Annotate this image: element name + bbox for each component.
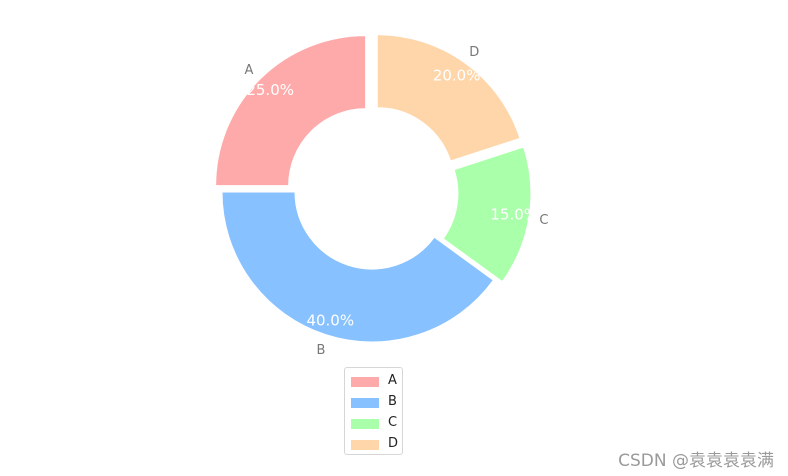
category-label-d: D bbox=[469, 45, 479, 60]
wedge-a bbox=[215, 35, 367, 187]
category-label-group: A B C D bbox=[245, 45, 549, 358]
category-label-c: C bbox=[539, 213, 548, 228]
legend-item-c: C bbox=[345, 414, 402, 435]
watermark: CSDN @袁袁袁袁满 bbox=[618, 451, 774, 471]
legend-label-c: C bbox=[388, 415, 398, 430]
legend-label-a: A bbox=[388, 373, 397, 388]
wedge-c bbox=[442, 146, 532, 283]
wedge-group bbox=[215, 34, 532, 343]
percent-label-d: 20.0% bbox=[433, 67, 481, 85]
wedge-b bbox=[221, 191, 495, 343]
percent-label-b: 40.0% bbox=[306, 311, 354, 329]
percent-label-c: 15.0% bbox=[490, 206, 538, 224]
category-label-a: A bbox=[245, 63, 254, 78]
legend-item-a: A bbox=[345, 372, 402, 393]
percent-label-group: 25.0% 40.0% 15.0% 20.0% bbox=[246, 67, 538, 330]
legend: A B C D bbox=[344, 367, 403, 455]
legend-swatch-b bbox=[351, 398, 379, 408]
legend-label-d: D bbox=[388, 436, 399, 451]
percent-label-a: 25.0% bbox=[246, 81, 294, 99]
legend-item-b: B bbox=[345, 393, 402, 414]
legend-label-b: B bbox=[388, 394, 397, 409]
legend-swatch-d bbox=[351, 440, 379, 450]
legend-item-d: D bbox=[345, 435, 402, 456]
wedge-d bbox=[376, 34, 521, 162]
legend-swatch-c bbox=[351, 419, 379, 429]
legend-swatch-a bbox=[351, 377, 379, 387]
category-label-b: B bbox=[317, 343, 326, 358]
